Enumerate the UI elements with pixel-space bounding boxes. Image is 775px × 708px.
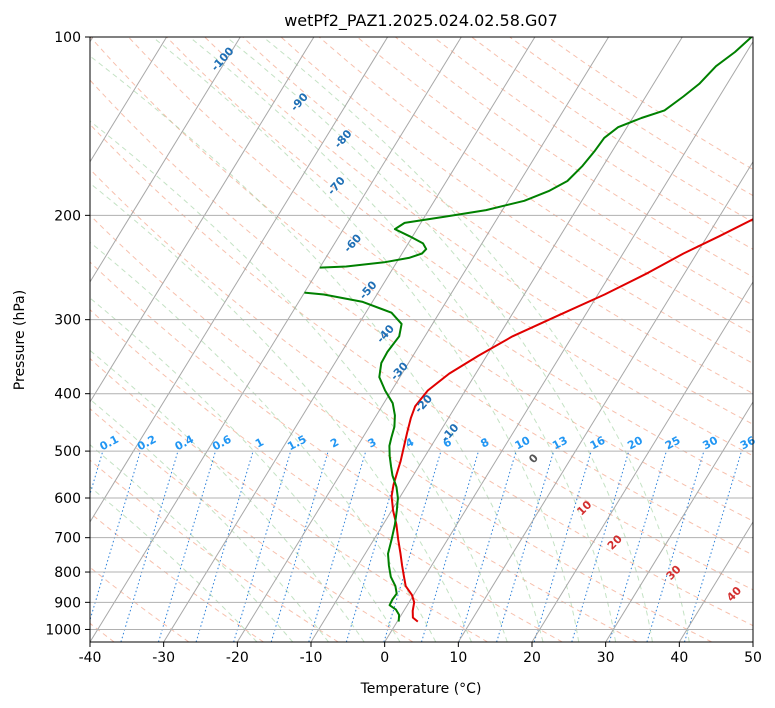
mixing-ratio-line	[646, 450, 705, 642]
plot-frame	[89, 36, 754, 643]
isotherm-line	[678, 520, 753, 642]
x-tick-label: 0	[380, 650, 389, 666]
mixing-ratio-line	[158, 450, 216, 642]
y-tick-label: 400	[54, 387, 81, 403]
y-tick-label: 800	[54, 565, 81, 581]
mixing-ratio-label: 10	[513, 434, 533, 453]
x-tick-label: 50	[744, 650, 762, 666]
profile-series-line	[304, 291, 403, 622]
dry-adiabat-line	[318, 37, 753, 335]
x-axis-title: Temperature (°C)	[360, 681, 482, 697]
dry-adiabat-line	[204, 37, 753, 425]
mixing-ratio-line	[571, 450, 630, 642]
y-axis: 100 200 300 400 500 600 700 800 900 1000	[45, 30, 90, 638]
mixing-ratio-line	[458, 450, 517, 642]
dry-adiabat-line	[280, 37, 753, 364]
y-tick-label: 700	[54, 531, 81, 547]
mixing-ratio-label: 25	[663, 434, 683, 453]
y-tick-label: 100	[54, 30, 81, 46]
mixing-ratio-line	[195, 450, 254, 642]
y-axis-title: Pressure (hPa)	[12, 290, 28, 390]
dry-adiabat-line	[90, 261, 638, 642]
mixing-ratio-line	[345, 450, 404, 642]
mixing-ratio-line	[233, 450, 292, 642]
isotherm-line	[90, 37, 389, 523]
x-tick-label: -30	[152, 650, 175, 666]
dry-adiabat-line	[90, 214, 712, 642]
moist-adiabat-line	[90, 55, 544, 642]
y-tick-label: 1000	[45, 622, 81, 638]
dry-adiabat-line	[90, 357, 488, 642]
isotherm-line	[90, 37, 168, 163]
isotherm-line	[457, 160, 753, 642]
profile-series-line	[319, 37, 753, 269]
isotherm-line	[90, 37, 241, 283]
chart-title: wetPf2_PAZ1.2025.024.02.58.G07	[284, 11, 558, 31]
isotherm-line	[163, 37, 536, 642]
mixing-ratio-label: 13	[550, 434, 570, 453]
mixing-ratio-label: 20	[625, 434, 645, 453]
y-tick-label: 900	[54, 595, 81, 611]
dry-adiabat-line	[90, 308, 563, 642]
moist-adiabat-line	[90, 182, 472, 642]
x-tick-label: -40	[79, 650, 102, 666]
mixing-ratio-line	[421, 450, 479, 642]
isotherm-line	[605, 400, 753, 642]
profile-series-line	[390, 218, 753, 623]
moist-adiabat-line	[262, 37, 690, 642]
mixing-ratio-line	[120, 450, 179, 642]
moist-adiabat-line	[90, 349, 365, 642]
x-tick-label: -10	[300, 650, 323, 666]
moist-adiabat-line	[90, 444, 294, 642]
mixing-ratio-line	[608, 450, 667, 642]
isotherm-line	[236, 37, 610, 642]
y-tick-label: 200	[54, 208, 81, 224]
moist-adiabat-line	[189, 37, 617, 642]
y-tick-label: 500	[54, 444, 81, 460]
dry-adiabat-line	[90, 168, 753, 627]
isotherm-line	[90, 37, 462, 642]
mixing-ratio-label: 30	[700, 434, 720, 453]
y-tick-label: 300	[54, 313, 81, 329]
dry-adiabat-line	[90, 512, 264, 642]
moist-adiabat-line	[152, 37, 580, 642]
profile-lines	[304, 37, 753, 623]
mixing-ratio-line	[308, 450, 367, 642]
grid-lines	[90, 37, 753, 642]
mixing-ratio-line	[270, 450, 329, 642]
dry-adiabat-line	[90, 79, 753, 556]
isotherm-line	[90, 37, 315, 403]
moist-adiabat-line	[226, 37, 653, 642]
moist-adiabat-line	[90, 297, 401, 642]
mixing-ratio-line	[496, 450, 555, 642]
mixing-ratio-label: 16	[588, 434, 608, 453]
mixing-ratio-line	[684, 450, 742, 642]
isotherm-line	[531, 280, 753, 642]
dry-adiabat-line	[90, 459, 339, 642]
background-lines	[90, 37, 753, 642]
mixing-ratio-line	[383, 450, 442, 642]
dry-adiabat-line	[90, 123, 753, 591]
mixing-ratio-line	[533, 450, 592, 642]
dry-adiabat-line	[128, 37, 753, 489]
isotherm-line	[384, 40, 753, 642]
isotherm-line	[310, 37, 683, 642]
x-tick-label: -20	[226, 650, 249, 666]
x-tick-label: 40	[670, 650, 688, 666]
x-axis: -40 -30 -20 -10 0 10 20 30 40 50	[79, 642, 762, 666]
moist-adiabat-line	[90, 398, 329, 642]
dry-adiabat-line	[242, 37, 753, 395]
x-tick-label: 30	[597, 650, 615, 666]
x-tick-label: 20	[523, 650, 541, 666]
x-tick-label: 10	[449, 650, 467, 666]
moist-adiabat-line	[90, 120, 508, 642]
y-tick-label: 600	[54, 491, 81, 507]
